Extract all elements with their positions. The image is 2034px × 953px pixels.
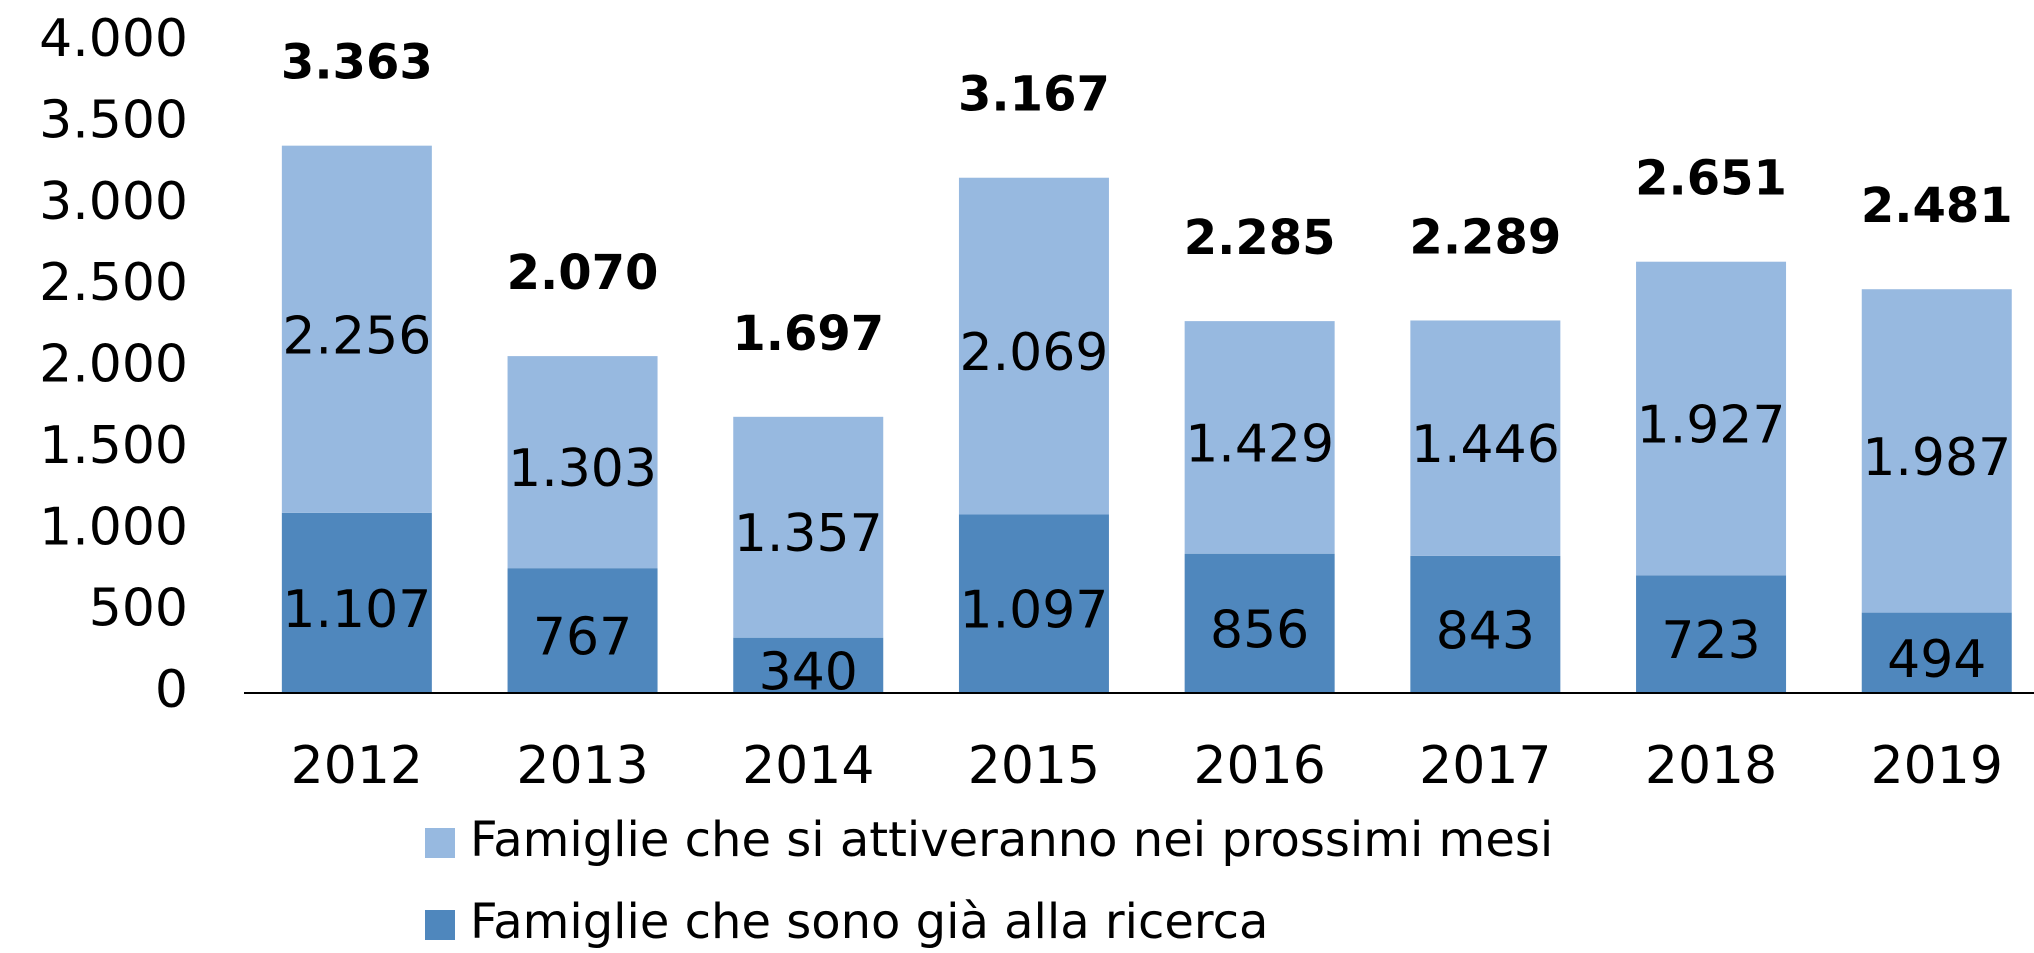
y-tick-label: 3.000 [39,172,188,232]
y-tick-label: 1.500 [39,416,188,476]
bar-segment [281,512,432,693]
bar-segment [1184,553,1335,693]
total-label: 2.285 [1184,210,1336,266]
bar-segment [958,177,1109,515]
x-tick-label: 2013 [516,736,648,796]
data-label: 1.446 [1411,415,1560,475]
bar-segment [507,568,658,693]
y-tick-label: 2.000 [39,335,188,395]
y-tick-label: 4.000 [39,9,188,69]
legend-label: Famiglie che si attiveranno nei prossimi… [470,812,1553,868]
bar-segment [733,637,884,693]
data-label: 1.987 [1862,428,2011,488]
bar-segment [1636,261,1787,576]
total-label: 2.481 [1861,178,2013,234]
x-tick-label: 2019 [1871,736,2003,796]
bar-segment [1861,612,2012,693]
data-label: 2.256 [282,306,431,366]
data-label: 1.429 [1185,414,1334,474]
legend-swatch [425,910,455,940]
data-label: 2.069 [960,323,1109,383]
bar-segment [281,145,432,513]
x-tick-label: 2017 [1419,736,1551,796]
x-tick-label: 2018 [1645,736,1777,796]
data-label: 494 [1887,630,1986,690]
total-label: 3.167 [958,67,1110,123]
y-tick-label: 0 [155,660,188,720]
legend-swatch [425,828,455,858]
total-label: 2.070 [507,245,659,301]
data-label: 843 [1436,601,1535,661]
total-label: 3.363 [281,35,433,91]
y-tick-label: 2.500 [39,253,188,313]
bar-segment [507,356,658,569]
x-tick-label: 2012 [291,736,423,796]
legend-label: Famiglie che sono già alla ricerca [470,894,1268,950]
x-tick-label: 2015 [968,736,1100,796]
y-tick-label: 1.000 [39,497,188,557]
x-tick-label: 2016 [1193,736,1325,796]
bar-segment [1184,321,1335,554]
bar-segment [1410,555,1561,693]
bar-segment [1861,289,2012,613]
data-label: 856 [1210,600,1309,660]
total-label: 2.651 [1635,151,1787,207]
data-label: 1.303 [508,439,657,499]
data-label: 1.107 [282,580,431,640]
total-label: 1.697 [732,306,884,362]
data-label: 723 [1661,611,1760,671]
bar-segment [1636,575,1787,693]
bar-segment [958,514,1109,693]
total-label: 2.289 [1409,209,1561,265]
data-label: 1.097 [960,581,1109,641]
bar-segment [733,416,884,638]
data-label: 1.357 [734,504,883,564]
bar-segment [1410,320,1561,556]
x-tick-label: 2014 [742,736,874,796]
y-tick-label: 3.500 [39,90,188,150]
data-label: 1.927 [1637,396,1786,456]
data-label: 767 [533,608,632,668]
y-tick-label: 500 [89,579,188,639]
